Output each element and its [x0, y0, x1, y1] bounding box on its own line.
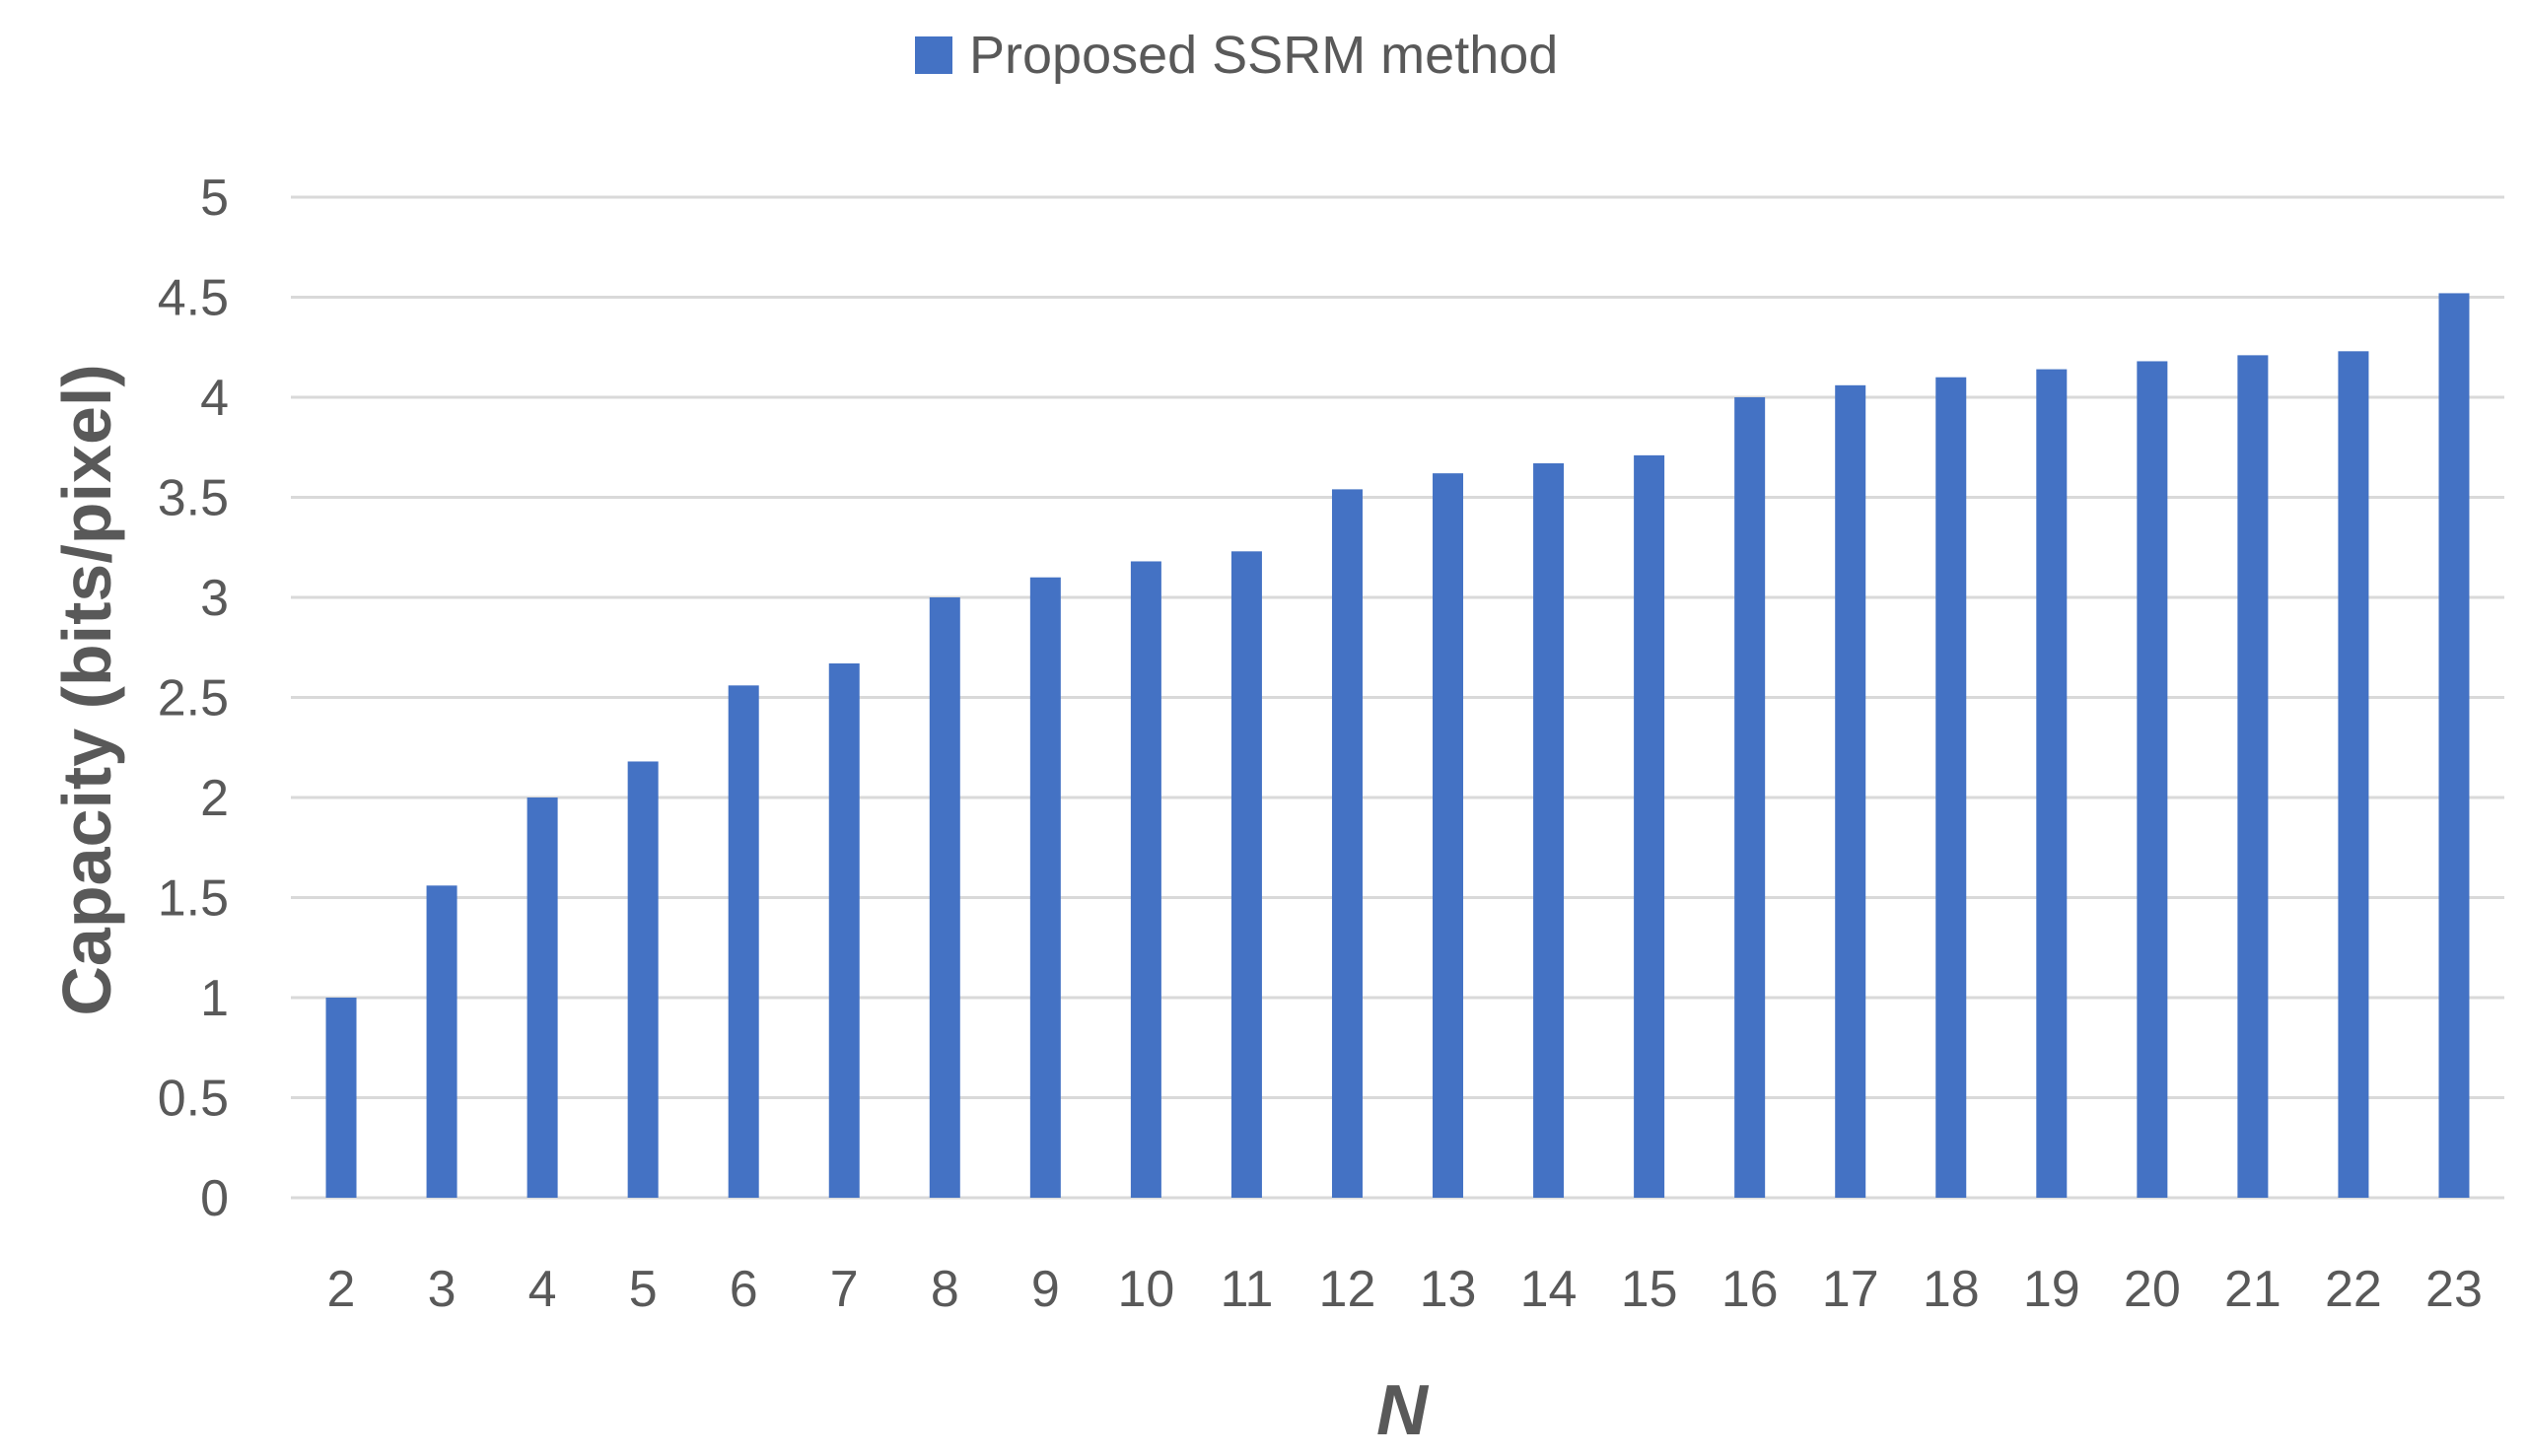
bar-4: [527, 797, 558, 1198]
x-tick-label: 10: [1117, 1261, 1174, 1318]
x-axis-title: N: [1376, 1371, 1430, 1450]
x-tick-label: 11: [1220, 1261, 1273, 1318]
bars: [325, 293, 2470, 1199]
y-tick-label: 3: [200, 570, 229, 627]
x-tick-label: 3: [428, 1261, 456, 1318]
bar-15: [1634, 454, 1665, 1198]
bar-7: [828, 662, 860, 1198]
bar-6: [728, 685, 759, 1198]
legend-swatch: [915, 36, 952, 74]
y-tick-label: 5: [200, 170, 229, 227]
x-tick-label: 2: [327, 1261, 356, 1318]
gridlines: [291, 195, 2504, 1200]
x-tick-label: 15: [1621, 1261, 1678, 1318]
y-axis-ticks: 0 0.5 1 1.5 2 2.5 3 3.5 4 4.5 5: [158, 170, 229, 1227]
bar-18: [1935, 377, 1967, 1198]
bar-11: [1230, 551, 1262, 1198]
bar-23: [2438, 293, 2470, 1198]
y-tick-label: 1: [200, 970, 229, 1027]
x-tick-label: 16: [1721, 1261, 1779, 1318]
y-tick-label: 4.5: [158, 270, 229, 327]
bar-17: [1835, 384, 1866, 1198]
x-tick-label: 21: [2224, 1261, 2282, 1318]
bar-22: [2338, 351, 2369, 1198]
y-tick-label: 2.5: [158, 670, 229, 728]
x-tick-label: 7: [830, 1261, 859, 1318]
legend-label: Proposed SSRM method: [969, 26, 1558, 85]
y-tick-label: 1.5: [158, 870, 229, 928]
y-tick-label: 0: [200, 1170, 229, 1227]
legend: Proposed SSRM method: [915, 26, 1558, 85]
x-tick-label: 12: [1319, 1261, 1376, 1318]
x-tick-label: 9: [1031, 1261, 1060, 1318]
x-tick-label: 5: [629, 1261, 658, 1318]
x-tick-label: 6: [730, 1261, 758, 1318]
bar-16: [1734, 397, 1766, 1198]
bar-2: [325, 998, 357, 1198]
x-tick-label: 20: [2124, 1261, 2181, 1318]
y-tick-label: 3.5: [158, 470, 229, 527]
x-tick-label: 23: [2425, 1261, 2483, 1318]
y-tick-label: 0.5: [158, 1071, 229, 1128]
y-tick-label: 2: [200, 770, 229, 827]
bar-13: [1433, 473, 1464, 1198]
x-axis-ticks: 2 3 4 5 6 7 8 9 10 11 12 13 14 15 16 17 18 19 20 21 22 23: [327, 1261, 2483, 1318]
bar-14: [1533, 462, 1565, 1198]
bar-5: [627, 761, 659, 1198]
bar-12: [1331, 489, 1363, 1198]
bar-21: [2237, 355, 2269, 1198]
y-axis-title: Capacity (bits/pixel): [48, 364, 125, 1015]
bar-3: [426, 885, 457, 1198]
x-tick-label: 18: [1923, 1261, 1980, 1318]
y-tick-label: 4: [200, 370, 229, 427]
bar-19: [2036, 369, 2068, 1199]
x-tick-label: 13: [1420, 1261, 1477, 1318]
x-tick-label: 8: [931, 1261, 959, 1318]
bar-9: [1029, 577, 1061, 1198]
x-tick-label: 14: [1520, 1261, 1578, 1318]
bar-10: [1130, 561, 1161, 1198]
x-tick-label: 17: [1822, 1261, 1879, 1318]
x-tick-label: 4: [528, 1261, 557, 1318]
x-tick-label: 19: [2023, 1261, 2080, 1318]
x-tick-label: 22: [2325, 1261, 2382, 1318]
bar-20: [2137, 361, 2168, 1199]
bar-8: [929, 597, 960, 1198]
